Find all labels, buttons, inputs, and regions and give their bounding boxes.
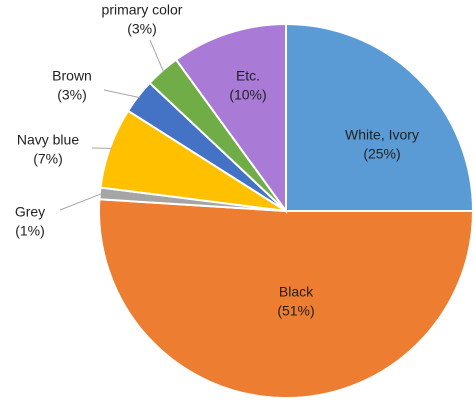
slice-label: Black: [279, 284, 314, 300]
pie-slice: [174, 22, 287, 215]
slice-value-label: (3%): [127, 21, 157, 37]
slice-value-label: (1%): [15, 223, 45, 239]
slice-label: Brown: [52, 68, 92, 84]
slice-value-label: (25%): [363, 146, 400, 162]
slice-value-label: (10%): [229, 87, 266, 103]
leader-line: [149, 39, 165, 73]
pie-slice: [285, 22, 475, 212]
slice-label: Grey: [15, 204, 45, 220]
slice-label: Etc.: [236, 68, 260, 84]
slice-label: primary color: [102, 2, 183, 18]
slice-value-label: (51%): [277, 303, 314, 319]
pie-slice: [98, 198, 475, 399]
leader-line: [59, 193, 103, 211]
slice-label: White, Ivory: [345, 127, 419, 143]
slice-value-label: (7%): [33, 151, 63, 167]
slice-label: Navy blue: [17, 132, 79, 148]
leader-line: [103, 89, 140, 99]
slice-value-label: (3%): [57, 87, 87, 103]
